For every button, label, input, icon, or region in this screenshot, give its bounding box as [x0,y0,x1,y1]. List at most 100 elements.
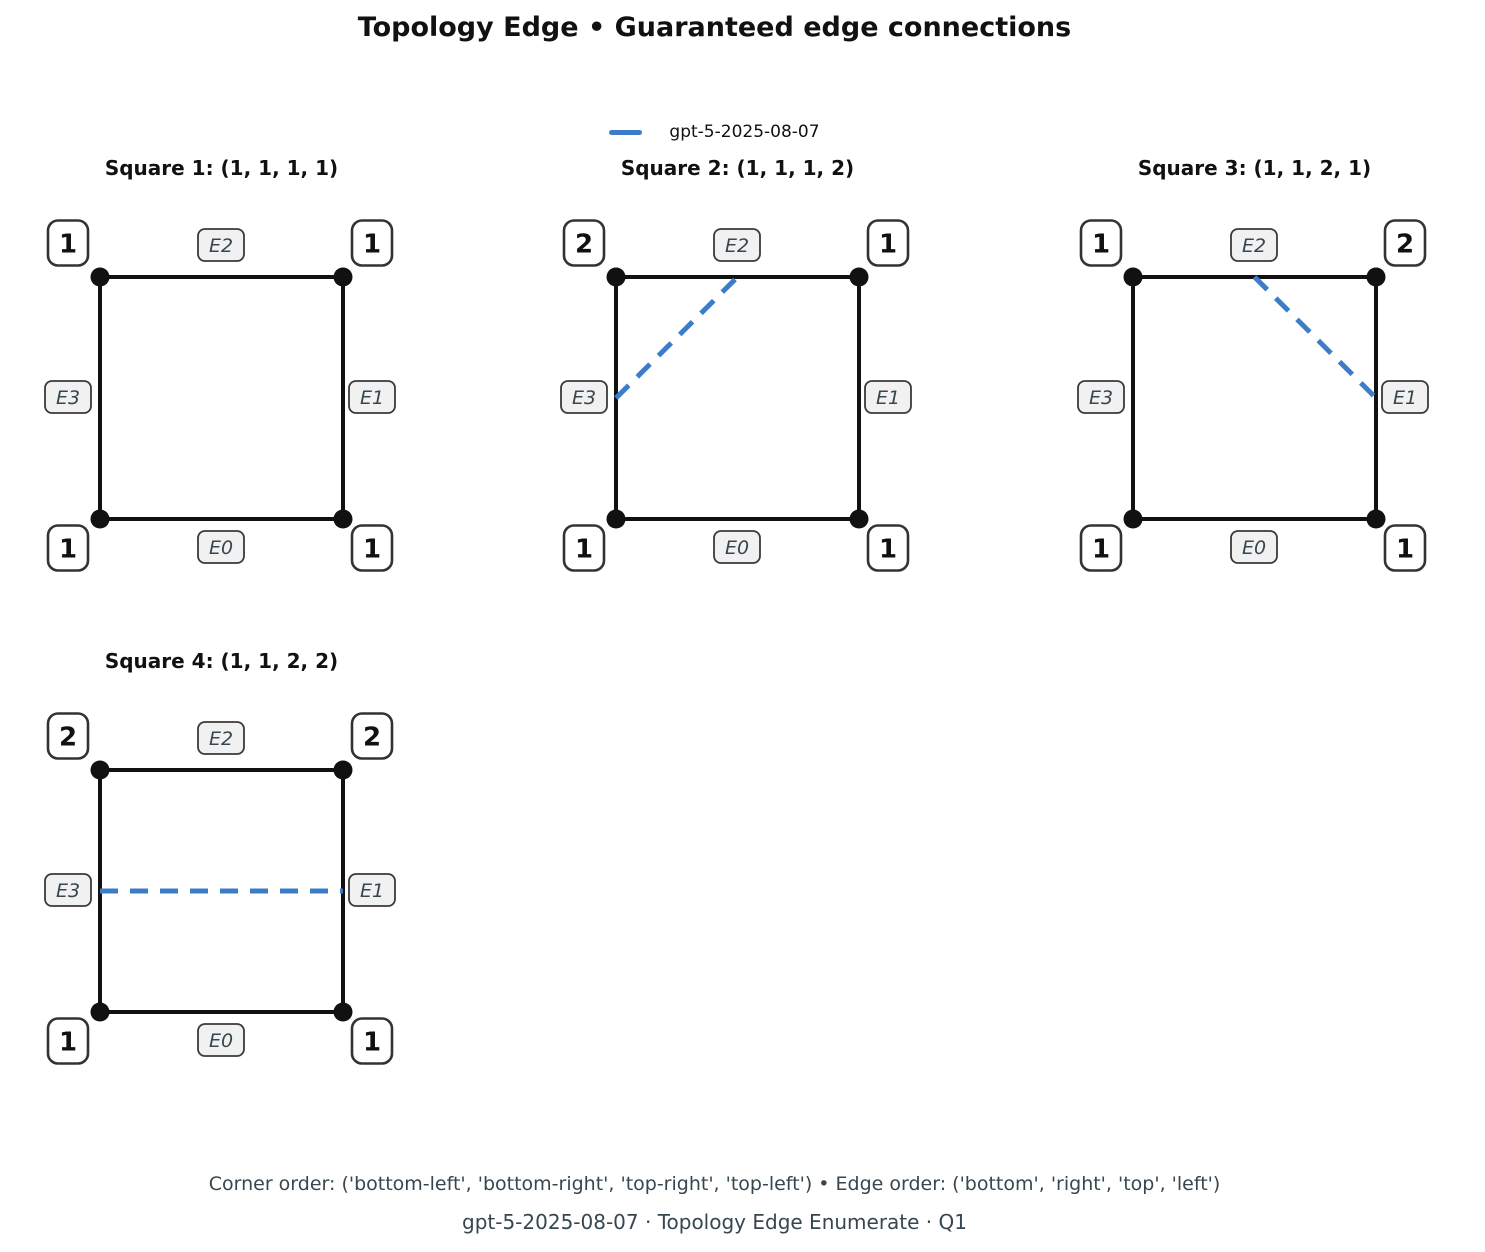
corner-value-bottom-right: 1 [1396,535,1414,565]
edge-label-box-top [197,721,245,755]
footer-order-note: Corner order: ('bottom-left', 'bottom-ri… [208,1173,1221,1195]
edge-label-left: E3 [572,387,596,409]
square-panel-3: Square 3: (1, 1, 2, 1) 1 2 1 1 E2 E0 E3 E1 [1043,145,1473,615]
square-diagram: Square 2: (1, 1, 1, 2) 2 1 1 1 E2 E0 E3 E1 [560,156,912,572]
square-diagram: Square 4: (1, 1, 2, 2) 2 2 1 1 E2 E0 E3 E1 [44,649,396,1065]
corner-value-bottom-left: 1 [575,535,593,565]
corner-value-top-right: 1 [363,230,381,260]
edge-label-top: E2 [725,235,749,257]
edge-label-left: E3 [56,387,80,409]
figure-title: Topology Edge • Guaranteed edge connecti… [357,12,1072,43]
edge-label-box-bottom [197,1023,245,1057]
corner-value-top-left: 1 [1092,230,1110,260]
corner-dot-top-right [849,267,869,287]
legend: gpt-5-2025-08-07 [0,120,1457,142]
edge-label-right: E1 [360,880,384,902]
corner-value-bottom-right: 1 [363,1028,381,1058]
corner-dot-bottom-left [90,1002,110,1022]
square-title: Square 1: (1, 1, 1, 1) [105,156,338,180]
edge-label-left: E3 [1089,387,1113,409]
corner-dot-bottom-right [1366,509,1386,529]
corner-value-top-right: 1 [879,230,897,260]
square-outline [98,275,345,521]
corner-value-box-top-left [1079,219,1123,267]
corner-value-box-top-right [350,219,394,267]
corner-value-top-left: 2 [575,230,593,260]
edge-label-box-top [1230,228,1278,262]
edge-label-box-left [44,873,92,907]
corner-dot-bottom-right [333,509,353,529]
edge-label-box-top [713,228,761,262]
edge-label-box-left [560,380,608,414]
square-title: Square 2: (1, 1, 1, 2) [621,156,854,180]
corner-dot-top-right [333,760,353,780]
square-panel-4: Square 4: (1, 1, 2, 2) 2 2 1 1 E2 E0 E3 E1 [10,638,440,1108]
corner-dot-bottom-right [333,1002,353,1022]
square-panel-2: Square 2: (1, 1, 1, 2) 2 1 1 1 E2 E0 E3 E1 [526,145,956,615]
corner-value-box-top-left [562,219,606,267]
corner-value-box-bottom-right [350,524,394,572]
edge-label-box-bottom [1230,530,1278,564]
edge-label-top: E2 [1242,235,1266,257]
edge-label-bottom: E0 [209,1030,233,1052]
edge-label-box-bottom [713,530,761,564]
edge-label-top: E2 [209,728,233,750]
corner-dot-top-left [90,760,110,780]
legend-dash-icon [609,129,643,135]
corner-dot-bottom-left [606,509,626,529]
edge-label-box-right [348,380,396,414]
edge-label-bottom: E0 [725,537,749,559]
corner-value-top-left: 1 [59,230,77,260]
footer-caption: gpt-5-2025-08-07 · Topology Edge Enumera… [462,1210,967,1234]
edge-label-box-left [44,380,92,414]
edge-label-right: E1 [1393,387,1417,409]
corner-dot-top-left [90,267,110,287]
edge-label-right: E1 [876,387,900,409]
square-outline [1131,275,1378,521]
square-diagram: Square 1: (1, 1, 1, 1) 1 1 1 1 E2 E0 E3 E1 [44,156,396,572]
edge-label-bottom: E0 [209,537,233,559]
corner-dot-top-left [606,267,626,287]
edge-label-box-left [1077,380,1125,414]
corner-value-box-bottom-right [866,524,910,572]
corner-value-bottom-left: 1 [59,1028,77,1058]
connection-dashed-line [1252,275,1378,400]
legend-label: gpt-5-2025-08-07 [669,122,820,143]
corner-value-top-right: 2 [363,723,381,753]
corner-value-box-bottom-left [46,1017,90,1065]
corner-value-box-top-left [46,219,90,267]
square-diagram: Square 3: (1, 1, 2, 1) 1 2 1 1 E2 E0 E3 E1 [1077,156,1429,572]
corner-value-bottom-left: 1 [59,535,77,565]
edge-label-right: E1 [360,387,384,409]
corner-value-box-top-right [350,712,394,760]
edge-label-top: E2 [209,235,233,257]
corner-value-box-bottom-left [1079,524,1123,572]
edge-label-box-right [348,873,396,907]
corner-value-box-top-left [46,712,90,760]
connection-dashed-line [614,275,740,400]
edge-label-box-bottom [197,530,245,564]
corner-value-box-top-right [866,219,910,267]
corner-value-bottom-left: 1 [1092,535,1110,565]
square-title: Square 4: (1, 1, 2, 2) [105,649,338,673]
square-panel-1: Square 1: (1, 1, 1, 1) 1 1 1 1 E2 E0 E3 E1 [10,145,440,615]
corner-value-bottom-right: 1 [363,535,381,565]
corner-value-box-top-right [1383,219,1427,267]
square-outline [614,275,861,521]
edge-label-box-right [1381,380,1429,414]
corner-dot-bottom-left [1123,509,1143,529]
corner-dot-top-left [1123,267,1143,287]
corner-value-box-bottom-left [46,524,90,572]
corner-dot-bottom-right [849,509,869,529]
corner-dot-top-right [1366,267,1386,287]
corner-dot-bottom-left [90,509,110,529]
edge-label-box-right [864,380,912,414]
corner-value-bottom-right: 1 [879,535,897,565]
edge-label-bottom: E0 [1242,537,1266,559]
edge-label-left: E3 [56,880,80,902]
corner-dot-top-right [333,267,353,287]
corner-value-box-bottom-right [350,1017,394,1065]
corner-value-top-left: 2 [59,723,77,753]
square-title: Square 3: (1, 1, 2, 1) [1138,156,1371,180]
